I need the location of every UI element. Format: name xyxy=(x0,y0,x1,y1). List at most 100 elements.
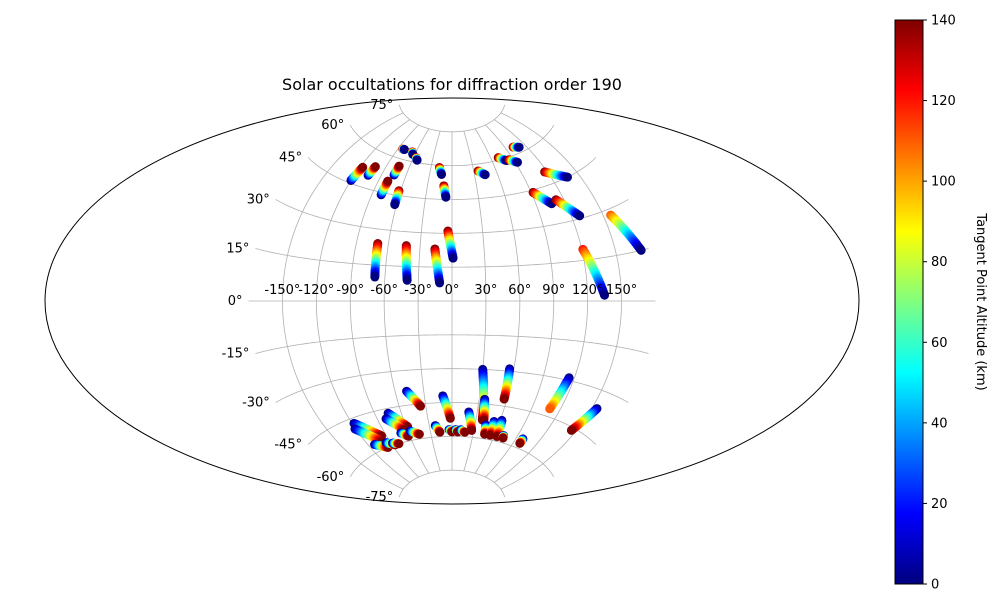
longitude-tick-labels: -150°-120° -90° -60° -30° 0° 30° 60° 90° 120° 150… xyxy=(264,283,637,298)
track-point xyxy=(499,394,509,404)
occultation-track xyxy=(508,142,524,152)
occultation-track xyxy=(566,404,602,435)
occultation-track xyxy=(473,166,490,180)
occultation-track xyxy=(376,176,393,200)
occultation-track xyxy=(504,155,523,167)
lat-tick-label: 15° xyxy=(226,242,249,257)
colorbar-tick-label: 0 xyxy=(931,578,939,593)
occultation-track xyxy=(402,386,426,411)
track-point xyxy=(437,169,447,179)
occultation-track xyxy=(405,426,424,439)
track-point xyxy=(394,439,404,449)
lon-tick-label: -60° xyxy=(370,283,398,298)
track-point xyxy=(370,272,380,282)
lat-tick-label: -15° xyxy=(222,347,250,362)
occultation-track xyxy=(430,421,445,437)
occultation-track xyxy=(434,163,447,179)
aitoff-map: -150°-120° -90° -60° -30° 0° 30° 60° 90° 120° 150… xyxy=(44,97,860,505)
occultation-track xyxy=(479,394,490,425)
occultation-track xyxy=(411,153,422,165)
lat-tick-label: -60° xyxy=(317,470,345,485)
occultation-track xyxy=(398,144,409,155)
colorbar-tick-label: 120 xyxy=(931,94,956,109)
lon-tick-label: -150° xyxy=(264,283,300,298)
occultation-track xyxy=(390,186,404,210)
track-point xyxy=(515,438,525,448)
occultation-track xyxy=(456,425,470,437)
colorbar-tick-label: 100 xyxy=(931,175,956,190)
track-point xyxy=(498,433,508,443)
track-point xyxy=(441,192,451,202)
occultation-track xyxy=(439,181,451,202)
occultation-track xyxy=(388,438,404,449)
lat-tick-label: -75° xyxy=(366,490,394,505)
lon-tick-label: 150° xyxy=(606,283,637,298)
graticule-grid xyxy=(248,104,656,498)
track-point xyxy=(445,413,455,423)
occultation-track xyxy=(578,244,610,300)
lon-tick-label: -30° xyxy=(404,283,432,298)
occultation-track xyxy=(498,431,508,443)
lat-tick-label: -45° xyxy=(274,438,302,453)
occultation-track xyxy=(515,434,528,448)
meridian-line xyxy=(349,124,419,478)
meridian-line xyxy=(463,130,487,472)
track-point xyxy=(545,404,555,414)
occultation-tracks xyxy=(346,142,646,452)
chart-title: Solar occultations for diffraction order… xyxy=(282,75,622,94)
track-point xyxy=(390,200,400,210)
track-point xyxy=(412,155,422,165)
occultation-track xyxy=(480,420,491,439)
track-point xyxy=(514,142,524,152)
occultation-track xyxy=(606,210,646,255)
occultation-track xyxy=(370,239,383,282)
meridian-line xyxy=(485,124,555,478)
lon-tick-label: 30° xyxy=(474,283,497,298)
track-point xyxy=(562,172,572,182)
meridian-line xyxy=(282,112,404,490)
lat-tick-label: 60° xyxy=(321,118,344,133)
track-point xyxy=(636,245,646,255)
occultation-track xyxy=(389,161,404,180)
occultation-track xyxy=(540,167,572,182)
track-point xyxy=(402,275,412,285)
parallel-line xyxy=(398,469,506,498)
latitude-tick-labels: -75° -60° -45° -30° -15° 0° 15° 30° 45° 60° 75° xyxy=(222,98,394,505)
track-point xyxy=(370,162,380,172)
meridian-line xyxy=(417,130,441,472)
lon-tick-label: 60° xyxy=(508,283,531,298)
occultation-track xyxy=(363,162,380,180)
colorbar-tick-label: 80 xyxy=(931,255,948,270)
colorbar-ticks: 0 20 40 60 80 100 120 140 xyxy=(923,14,956,593)
colorbar-tick-label: 40 xyxy=(931,416,948,431)
track-point xyxy=(435,278,445,288)
occultation-track xyxy=(464,407,477,435)
occultation-track xyxy=(438,391,455,423)
occultation-track xyxy=(396,428,413,441)
colorbar-label: Tangent Point Altitude (km) xyxy=(973,212,988,390)
track-point xyxy=(394,161,404,171)
lon-tick-label: 0° xyxy=(445,283,460,298)
occultation-track xyxy=(545,373,574,414)
track-point xyxy=(566,425,576,435)
meridian-line xyxy=(500,112,622,490)
lon-tick-label: 120° xyxy=(572,283,603,298)
lon-tick-label: -90° xyxy=(336,283,364,298)
track-point xyxy=(358,162,368,172)
colorbar-tick-label: 20 xyxy=(931,497,948,512)
colorbar: 0 20 40 60 80 100 120 140 Tangent Point Altitud… xyxy=(894,14,988,593)
track-point xyxy=(416,401,426,411)
occultation-track xyxy=(499,364,515,404)
colorbar-tick-label: 60 xyxy=(931,336,948,351)
occultation-track xyxy=(346,162,368,185)
lat-tick-label: 0° xyxy=(228,294,243,309)
lat-tick-label: 75° xyxy=(370,98,393,113)
occultation-track xyxy=(430,244,445,288)
map-boundary xyxy=(44,97,860,505)
occultation-track xyxy=(528,187,557,209)
occultation-track xyxy=(551,195,585,221)
track-point xyxy=(383,176,393,186)
lat-tick-label: 45° xyxy=(279,151,302,166)
lat-tick-label: -30° xyxy=(242,396,270,411)
